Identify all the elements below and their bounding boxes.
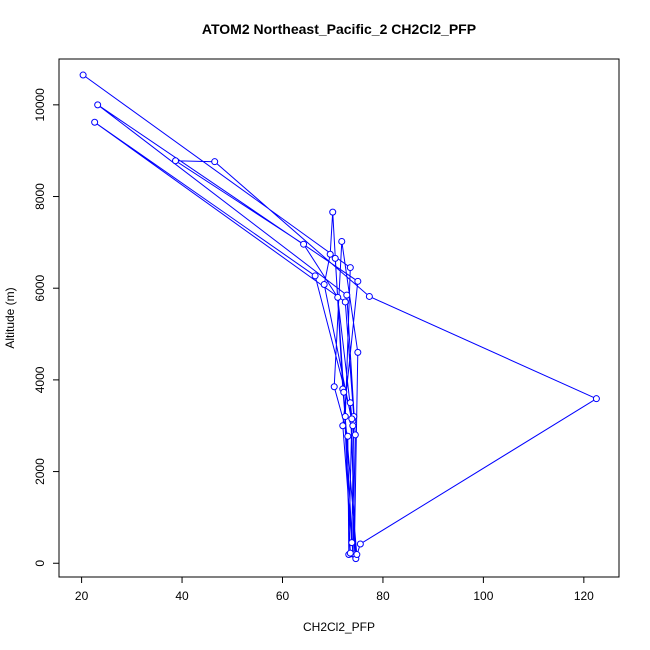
data-point: [326, 250, 334, 258]
data-point: [334, 293, 342, 301]
data-point: [354, 277, 362, 285]
x-axis: 20 40 60 80 100 120: [75, 576, 594, 603]
x-axis-label: CH2Cl2_PFP: [303, 620, 375, 634]
y-axis: 0 2000 4000 6000 8000 10000: [33, 88, 60, 567]
data-point: [354, 348, 362, 356]
data-point: [330, 383, 338, 391]
series-line: [82, 74, 598, 559]
y-tick-label: 6000: [33, 275, 47, 302]
data-point: [346, 264, 354, 272]
data-point: [353, 551, 361, 559]
data-point: [329, 208, 337, 216]
data-point: [300, 240, 308, 248]
x-tick-label: 100: [473, 589, 493, 603]
x-tick-label: 80: [376, 589, 390, 603]
y-axis-label: Altitude (m): [3, 287, 17, 348]
y-tick-label: 10000: [33, 88, 47, 122]
data-point: [348, 415, 356, 423]
data-point: [79, 71, 87, 79]
data-point: [343, 291, 351, 299]
data-point: [344, 432, 352, 440]
data-point: [91, 118, 99, 126]
data-point: [356, 540, 364, 548]
data-point: [320, 281, 328, 289]
data-point: [346, 549, 354, 557]
y-tick-label: 4000: [33, 366, 47, 393]
y-tick-label: 2000: [33, 458, 47, 485]
y-tick-label: 8000: [33, 183, 47, 210]
x-tick-label: 60: [276, 589, 290, 603]
data-point: [348, 539, 356, 547]
data-point: [346, 399, 354, 407]
data-point: [349, 422, 357, 430]
data-point: [341, 413, 349, 421]
data-point: [365, 292, 373, 300]
data-point: [94, 101, 102, 109]
x-tick-label: 120: [574, 589, 594, 603]
data-point: [339, 422, 347, 430]
series-layer: [79, 71, 600, 563]
x-tick-label: 20: [75, 589, 89, 603]
chart-title: ATOM2 Northeast_Pacific_2 CH2Cl2_PFP: [202, 21, 476, 37]
data-point: [338, 237, 346, 245]
data-point: [341, 298, 349, 306]
data-point: [340, 388, 348, 396]
y-tick-label: 0: [33, 560, 47, 567]
data-point: [592, 395, 600, 403]
data-point: [311, 272, 319, 280]
data-point: [351, 431, 359, 439]
data-point: [331, 254, 339, 262]
data-point: [211, 158, 219, 166]
x-tick-label: 40: [175, 589, 189, 603]
data-point: [172, 157, 180, 165]
